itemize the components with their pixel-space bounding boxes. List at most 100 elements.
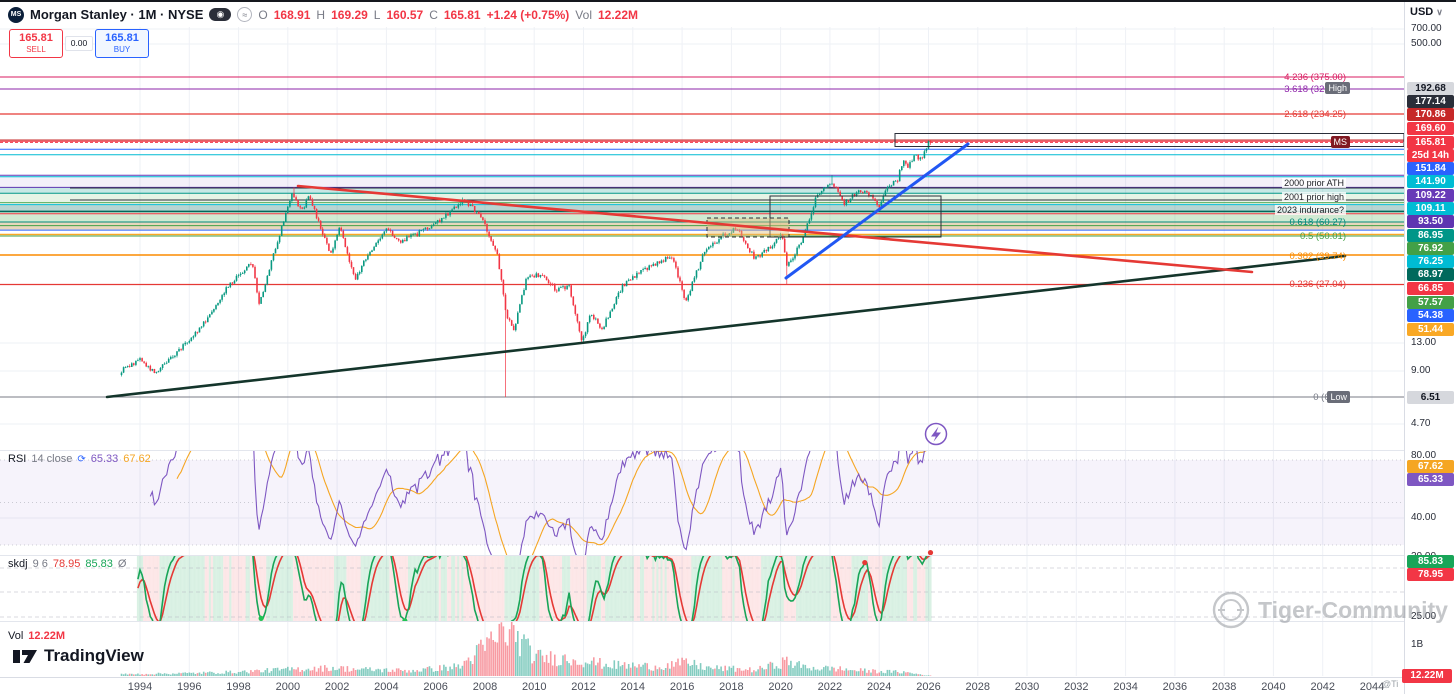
price-axis-label: 1B	[1411, 639, 1424, 650]
low-label: L	[373, 7, 381, 22]
close-value: 165.81	[443, 7, 481, 22]
time-axis-year: 2006	[423, 681, 448, 693]
sell-label: SELL	[26, 45, 46, 54]
watermark-handle: @Ti	[1382, 679, 1399, 689]
price-axis-label: 51.44	[1407, 323, 1454, 336]
time-axis-year: 1996	[177, 681, 202, 693]
change-value: +1.24 (+0.75%)	[486, 7, 570, 22]
tradingview-mark-icon	[13, 650, 37, 663]
rsi-value: 65.33	[90, 453, 119, 465]
tradingview-text: TradingView	[44, 646, 144, 665]
time-axis-year: 2032	[1064, 681, 1089, 693]
symbol-logo-icon: MS	[8, 6, 24, 23]
price-axis-label: 165.81	[1407, 136, 1454, 149]
time-axis-year: 2002	[324, 681, 350, 693]
price-axis-label: 141.90	[1407, 175, 1454, 188]
header-volume-value: 12.22M	[597, 7, 639, 22]
chevron-down-icon: ∨	[1436, 6, 1443, 17]
time-axis-year: 2026	[916, 681, 941, 693]
time-axis-year: 2034	[1113, 681, 1138, 693]
price-axis-label: 93.50	[1407, 215, 1454, 228]
price-axis-label: 86.95	[1407, 229, 1454, 242]
spread-value: 0.00	[65, 36, 93, 51]
rsi-title: RSI	[8, 453, 27, 465]
price-axis-label: 13.00	[1411, 337, 1437, 348]
time-axis-year: 2000	[275, 681, 301, 693]
time-axis-year: 2040	[1261, 681, 1286, 693]
open-label: O	[258, 7, 268, 22]
price-axis-label: 67.62	[1407, 460, 1454, 473]
volume-legend: Vol 12.22M	[8, 630, 65, 642]
high-label: H	[316, 7, 326, 22]
price-axis-label: 54.38	[1407, 309, 1454, 322]
open-value: 168.91	[273, 7, 311, 22]
price-axis-label: 25d 14h	[1407, 149, 1454, 162]
time-axis-year: 2042	[1310, 681, 1335, 693]
pane-separator[interactable]	[0, 450, 1404, 451]
low-value: 160.57	[386, 7, 424, 22]
time-axis-year: 1994	[127, 681, 153, 693]
time-axis-year: 2044	[1359, 681, 1385, 693]
time-axis[interactable]: 1994 1996 1998 2000 2002 2004 2006 2008 2010 2012…	[0, 677, 1404, 694]
volume-axis-badge: 12.22M	[1402, 669, 1452, 683]
time-axis-year: 2028	[965, 681, 990, 693]
price-axis-label: 4.70	[1411, 418, 1431, 429]
skdj-params: 9 6	[32, 558, 48, 570]
price-axis-label: 57.57	[1407, 296, 1454, 309]
price-axis-label: 170.86	[1407, 108, 1454, 121]
header-volume-label: Vol	[575, 7, 592, 22]
approx-icon[interactable]: ≈	[237, 7, 253, 22]
price-axis-label: 109.22	[1407, 189, 1454, 202]
price-axis[interactable]: 700.00 500.00 192.68 177.14 170.86 169.60 165.…	[1404, 0, 1456, 694]
price-axis-label: 500.00	[1411, 38, 1442, 49]
rsi-ma-value: 67.62	[123, 453, 151, 465]
price-axis-label: 192.68	[1407, 82, 1454, 95]
time-axis-year: 2010	[521, 681, 547, 693]
skdj-hide-icon[interactable]: Ø	[117, 558, 127, 570]
skdj-red-value: 78.95	[52, 558, 81, 570]
trade-widget: 165.81 SELL 0.00 165.81 BUY	[9, 29, 149, 58]
skdj-title: skdj	[8, 558, 28, 570]
buy-button[interactable]: 165.81 BUY	[95, 29, 149, 58]
volume-value: 12.22M	[28, 630, 65, 642]
price-axis-label: 65.33	[1407, 473, 1454, 486]
price-axis-label: 68.97	[1407, 268, 1454, 281]
price-axis-label: 78.95	[1407, 568, 1454, 581]
time-axis-year: 1998	[226, 681, 251, 693]
time-axis-year: 2024	[866, 681, 892, 693]
close-label: C	[429, 7, 438, 22]
symbol-header: MS Morgan Stanley · 1M · NYSE ◉ ≈ O 168.9…	[0, 2, 1404, 27]
window-top-border	[0, 0, 1456, 2]
price-axis-label: 169.60	[1407, 122, 1454, 135]
symbol-title[interactable]: Morgan Stanley · 1M · NYSE	[30, 7, 204, 22]
price-axis-label: 177.14	[1407, 95, 1454, 108]
price-axis-label: 151.84	[1407, 162, 1454, 175]
time-axis-year: 2036	[1162, 681, 1188, 693]
price-axis-label: 109.11	[1407, 202, 1454, 215]
time-axis-year: 2018	[719, 681, 744, 693]
time-axis-year: 2004	[374, 681, 399, 693]
price-axis-label: 25.00	[1411, 611, 1437, 622]
rsi-legend: RSI 14 close ⟳ 65.33 67.62	[8, 453, 151, 465]
time-axis-year: 2016	[669, 681, 695, 693]
skdj-green-value: 85.83	[85, 558, 113, 570]
price-axis-label: 80.00	[1411, 450, 1437, 461]
sell-button[interactable]: 165.81 SELL	[9, 29, 63, 58]
tradingview-logo[interactable]: TradingView	[12, 645, 144, 667]
skdj-legend: skdj 9 6 78.95 85.83 Ø	[8, 558, 126, 570]
pane-separator[interactable]	[0, 555, 1404, 556]
rsi-refresh-icon[interactable]: ⟳	[77, 453, 86, 465]
price-axis-label: 700.00	[1411, 23, 1442, 34]
time-axis-year: 2030	[1014, 681, 1040, 693]
price-axis-label: 85.83	[1407, 555, 1454, 568]
currency-selector[interactable]: USD ∨	[1410, 6, 1443, 18]
sell-price: 165.81	[19, 32, 53, 44]
buy-price: 165.81	[105, 32, 139, 44]
eye-icon[interactable]: ◉	[209, 8, 232, 21]
price-axis-label: 40.00	[1411, 512, 1437, 523]
time-axis-year: 2008	[472, 681, 498, 693]
time-axis-year: 2038	[1211, 681, 1237, 693]
pane-separator[interactable]	[0, 621, 1404, 622]
volume-title: Vol	[8, 630, 24, 642]
